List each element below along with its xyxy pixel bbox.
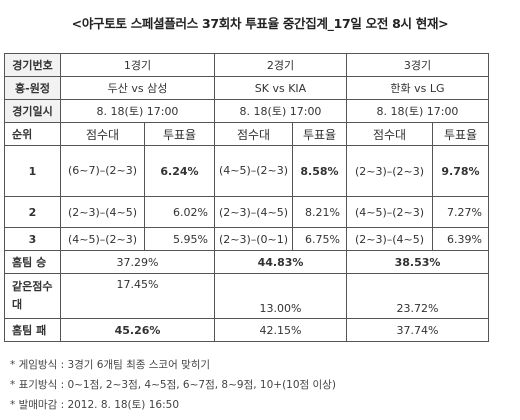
label-home-away: 홍-원정 xyxy=(4,76,61,100)
match-2-teams: SK vs KIA xyxy=(214,76,347,100)
rank-3-score-1: (4~5)–(2~3) xyxy=(60,227,145,251)
rank-1-rate-1: 6.24% xyxy=(144,145,215,197)
rank-1-score-2: (4~5)–(2~3) xyxy=(214,145,293,197)
rank-2-label: 2 xyxy=(4,196,61,228)
header-score-3: 점수대 xyxy=(346,122,433,146)
rank-3-score-2: (2~3)–(0~1) xyxy=(214,227,293,251)
rank-3-score-3: (2~3)–(4~5) xyxy=(346,227,433,251)
match-3-datetime: 8. 18(토) 17:00 xyxy=(346,99,489,123)
rank-1-score-1: (6~7)–(2~3) xyxy=(60,145,145,197)
match-2-no: 2경기 xyxy=(214,53,347,77)
rank-2-score-1: (2~3)–(4~5) xyxy=(60,196,145,228)
draw-2: 13.00% xyxy=(214,273,347,319)
table-row-headers: 순위 점수대 투표율 점수대 투표율 점수대 투표율 xyxy=(4,122,489,146)
rank-1-rate-3: 9.78% xyxy=(432,145,489,197)
home-loss-2: 42.15% xyxy=(214,318,347,342)
table-row-rank-2: 2 (2~3)–(4~5) 6.02% (2~3)–(4~5) 8.21% (4… xyxy=(4,196,489,228)
label-match-date: 경기일시 xyxy=(4,99,61,123)
page-title: <야구토토 스페셜플러스 37회차 투표율 중간집계_17일 오전 8시 현재> xyxy=(71,16,449,31)
note-deadline: * 발매마감 : 2012. 8. 18(토) 16:50 xyxy=(10,399,180,411)
match-2-datetime: 8. 18(토) 17:00 xyxy=(214,99,347,123)
match-1-teams: 두산 vs 삼성 xyxy=(60,76,215,100)
rank-3-rate-3: 6.39% xyxy=(432,227,489,251)
rank-3-label: 3 xyxy=(4,227,61,251)
header-rate-2: 투표율 xyxy=(292,122,347,146)
vote-rate-table: 경기번호 1경기 2경기 3경기 홍-원정 두산 vs 삼성 SK vs KIA… xyxy=(4,53,489,342)
rank-2-rate-1: 6.02% xyxy=(144,196,215,228)
note-game-method: * 게임방식 : 3경기 6개팀 최종 스코어 맞히기 xyxy=(10,359,211,371)
table-row-match-no: 경기번호 1경기 2경기 3경기 xyxy=(4,53,489,77)
rank-2-score-3: (4~5)–(2~3) xyxy=(346,196,433,228)
rank-1-score-3: (2~3)–(2~3) xyxy=(346,145,433,197)
table-row-home-loss: 홈팀 패 45.26% 42.15% 37.74% xyxy=(4,318,489,342)
header-score-2: 점수대 xyxy=(214,122,293,146)
table-row-home-win: 홈팀 승 37.29% 44.83% 38.53% xyxy=(4,250,489,274)
rank-1-label: 1 xyxy=(4,145,61,197)
table-row-draw: 같은점수대 17.45% 13.00% 23.72% xyxy=(4,273,489,319)
header-rate-1: 투표율 xyxy=(144,122,215,146)
rank-2-score-2: (2~3)–(4~5) xyxy=(214,196,293,228)
header-score-1: 점수대 xyxy=(60,122,145,146)
label-home-win: 홈팀 승 xyxy=(4,250,61,274)
home-win-1: 37.29% xyxy=(60,250,215,274)
rank-3-rate-1: 5.95% xyxy=(144,227,215,251)
table-row-teams: 홍-원정 두산 vs 삼성 SK vs KIA 한화 vs LG xyxy=(4,76,489,100)
home-loss-3: 37.74% xyxy=(346,318,489,342)
label-match-no: 경기번호 xyxy=(4,53,61,77)
rank-3-rate-2: 6.75% xyxy=(292,227,347,251)
rank-2-rate-3: 7.27% xyxy=(432,196,489,228)
home-loss-1: 45.26% xyxy=(60,318,215,342)
rank-2-rate-2: 8.21% xyxy=(292,196,347,228)
draw-3: 23.72% xyxy=(346,273,489,319)
table-row-rank-3: 3 (4~5)–(2~3) 5.95% (2~3)–(0~1) 6.75% (2… xyxy=(4,227,489,251)
label-draw: 같은점수대 xyxy=(4,273,61,319)
home-win-3: 38.53% xyxy=(346,250,489,274)
label-rank: 순위 xyxy=(4,122,61,146)
rank-1-rate-2: 8.58% xyxy=(292,145,347,197)
note-notation: * 표기방식 : 0~1점, 2~3점, 4~5점, 6~7점, 8~9점, 1… xyxy=(10,379,336,391)
home-win-2: 44.83% xyxy=(214,250,347,274)
notes: * 게임방식 : 3경기 6개팀 최종 스코어 맞히기 * 표기방식 : 0~1… xyxy=(10,355,336,415)
match-3-teams: 한화 vs LG xyxy=(346,76,489,100)
header-rate-3: 투표율 xyxy=(432,122,489,146)
table-row-datetime: 경기일시 8. 18(토) 17:00 8. 18(토) 17:00 8. 18… xyxy=(4,99,489,123)
table-row-rank-1: 1 (6~7)–(2~3) 6.24% (4~5)–(2~3) 8.58% (2… xyxy=(4,145,489,197)
draw-1: 17.45% xyxy=(60,273,215,319)
label-home-loss: 홈팀 패 xyxy=(4,318,61,342)
match-3-no: 3경기 xyxy=(346,53,489,77)
match-1-datetime: 8. 18(토) 17:00 xyxy=(60,99,215,123)
match-1-no: 1경기 xyxy=(60,53,215,77)
